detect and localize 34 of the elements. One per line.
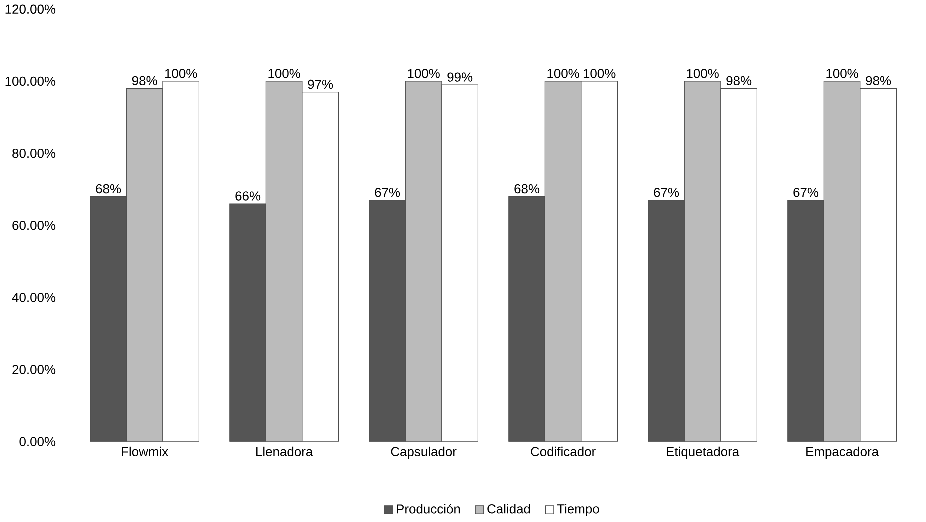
data-label: 100%: [826, 69, 858, 79]
data-label: 99%: [448, 72, 473, 82]
y-tick-label: 100.00%: [6, 77, 56, 86]
legend-label: Calidad: [488, 504, 530, 514]
data-label: 100%: [548, 69, 580, 79]
data-label: 98%: [132, 76, 158, 86]
y-tick-label: 120.00%: [6, 5, 56, 14]
data-label: 67%: [794, 188, 819, 198]
y-tick-label: 20.00%: [12, 365, 56, 375]
data-label: 100%: [687, 69, 719, 79]
x-tick-label: Flowmix: [122, 447, 168, 457]
data-label: 100%: [408, 69, 440, 79]
data-label: 100%: [584, 69, 616, 79]
data-label: 67%: [375, 188, 400, 198]
legend-label: Producción: [397, 504, 460, 514]
data-label: 68%: [96, 184, 122, 194]
y-tick-label: 40.00%: [12, 293, 56, 302]
data-label: 97%: [308, 80, 334, 90]
data-label: 68%: [514, 184, 540, 194]
legend-label: Tiempo: [557, 504, 600, 516]
x-tick-label: Capsulador: [391, 447, 457, 460]
data-label: 98%: [866, 76, 892, 86]
data-label: 66%: [236, 192, 261, 202]
y-tick-label: 60.00%: [12, 221, 56, 230]
x-tick-label: Etiquetadora: [667, 447, 740, 460]
y-tick-label: 80.00%: [12, 149, 56, 158]
data-label: 100%: [165, 69, 198, 79]
x-tick-label: Llenadora: [256, 447, 314, 457]
data-label: 98%: [726, 76, 752, 86]
x-tick-label: Codificador: [531, 447, 596, 457]
data-label: 67%: [654, 188, 680, 198]
y-tick-label: 0.00%: [20, 437, 56, 447]
x-tick-label: Empacadora: [806, 447, 880, 460]
data-label: 100%: [268, 69, 300, 79]
